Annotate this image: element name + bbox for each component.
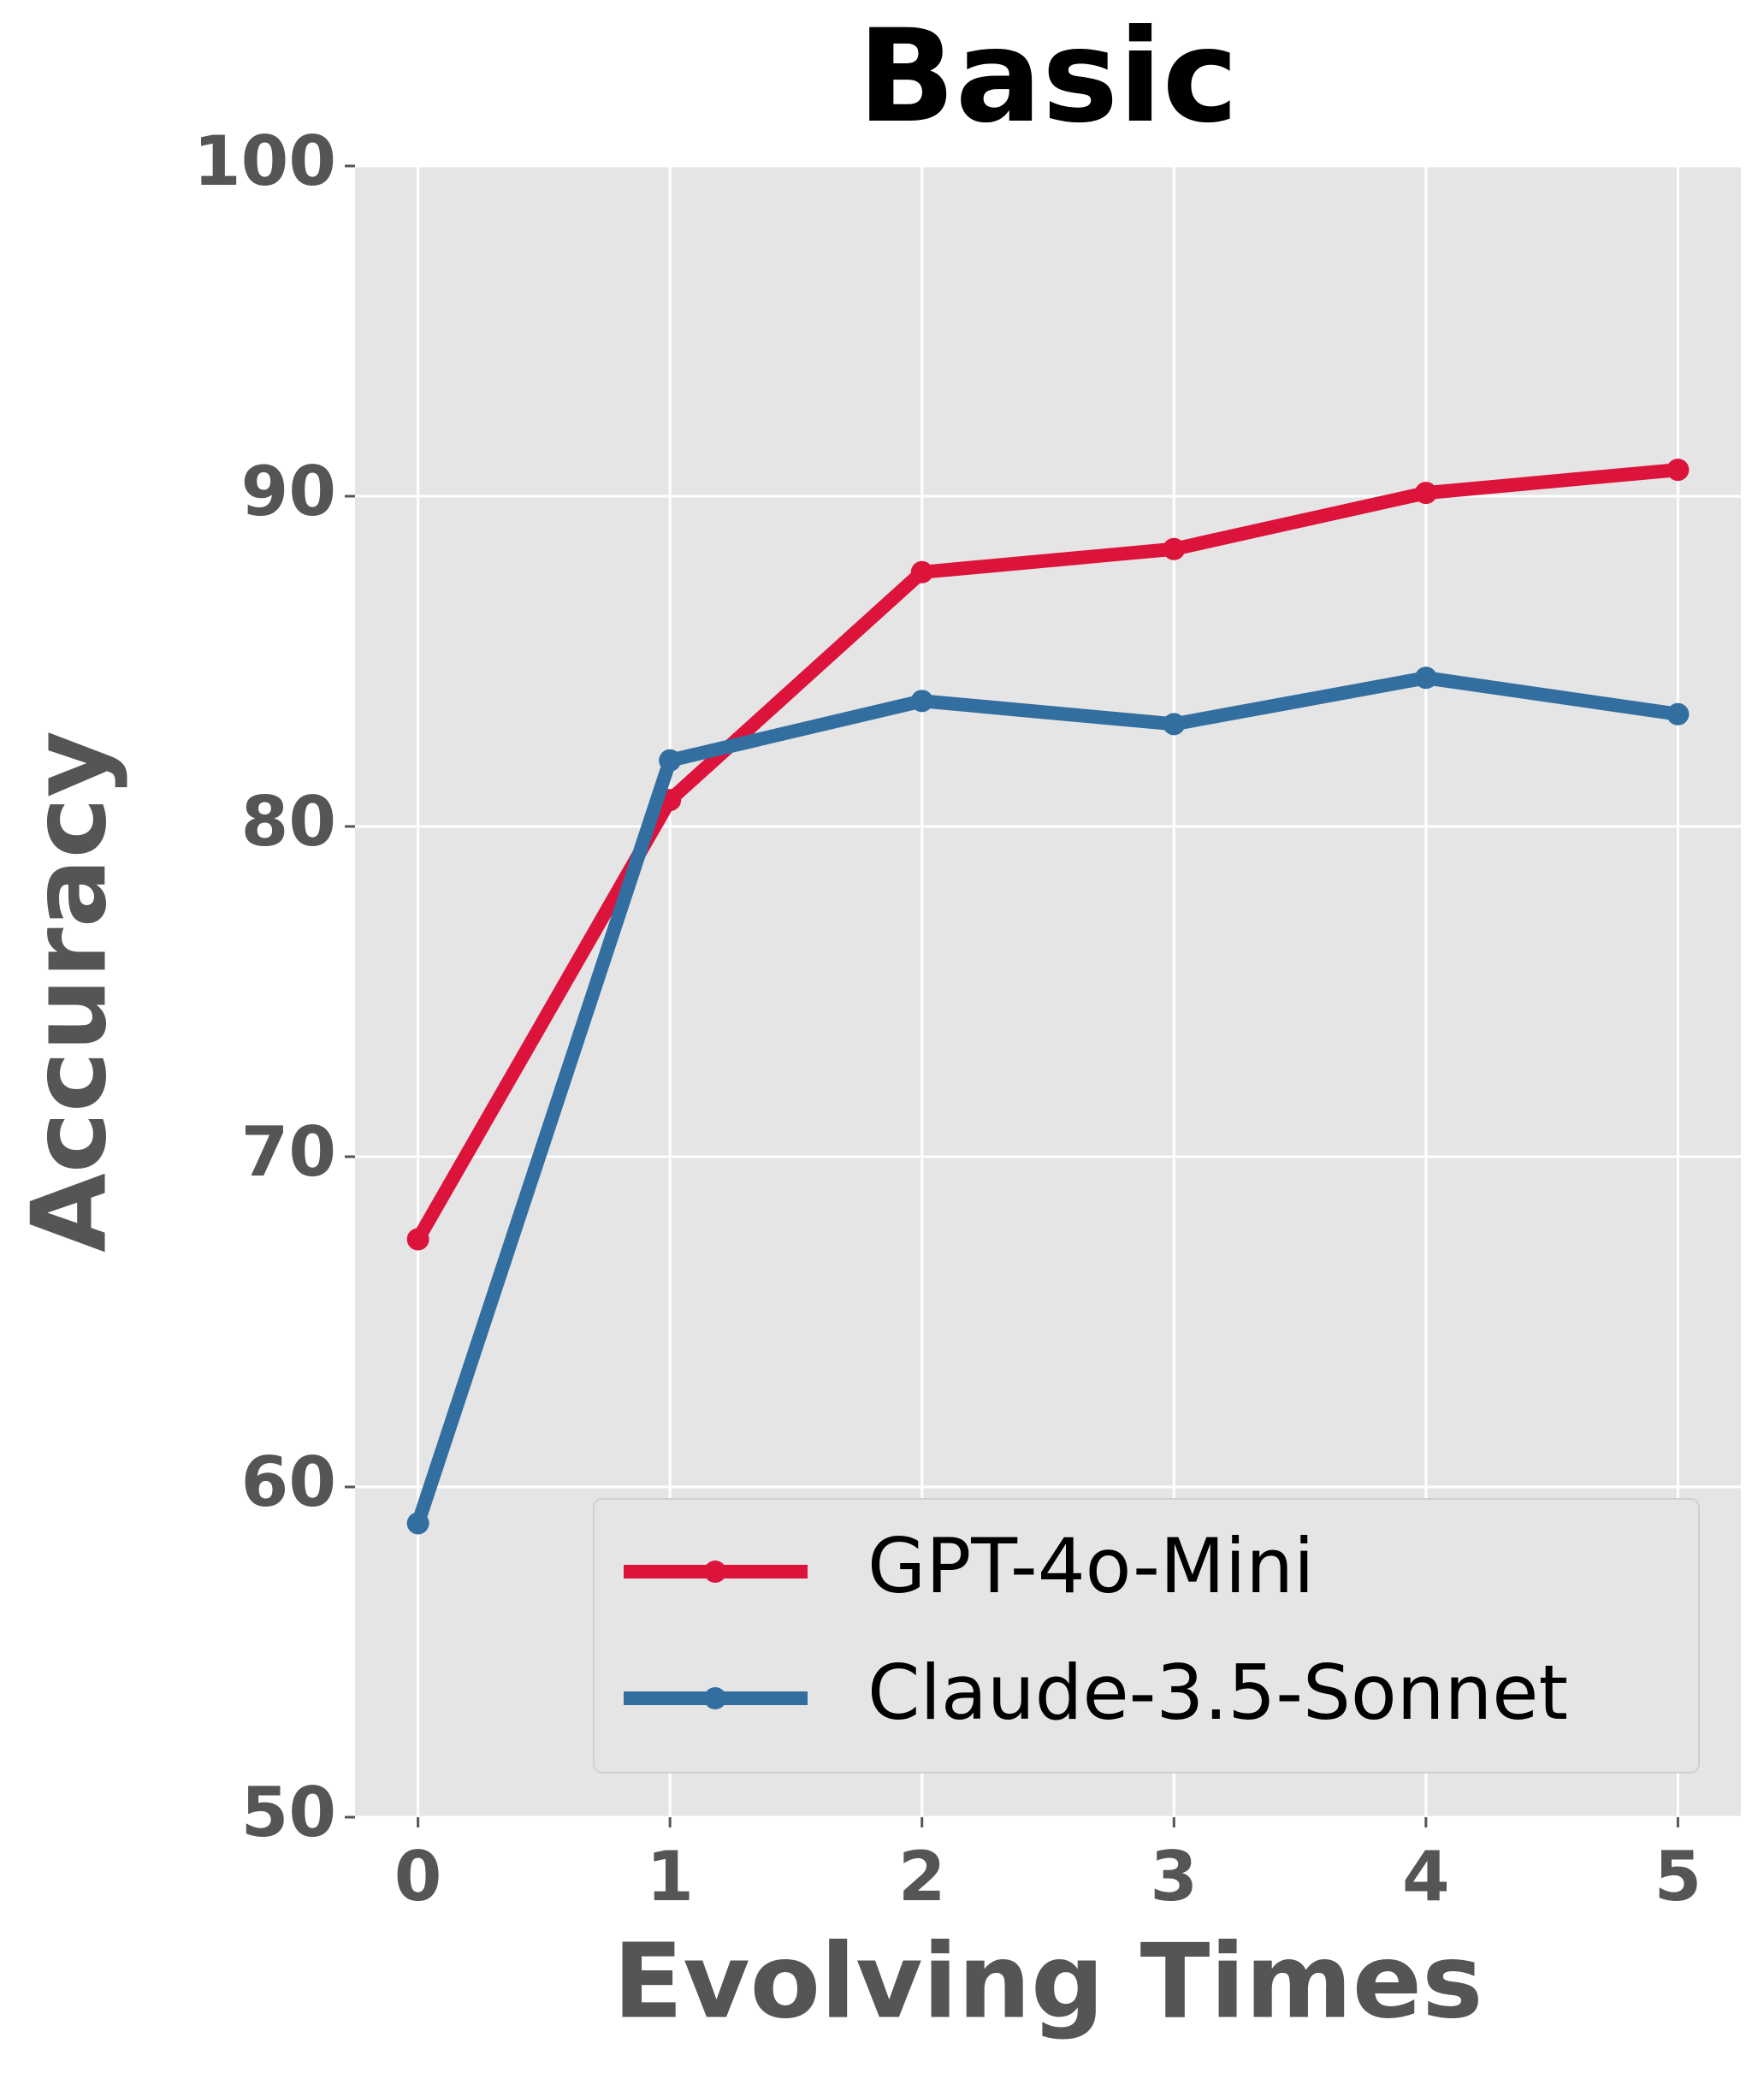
legend-marker [704, 1687, 726, 1709]
x-tick-label: 3 [1150, 1837, 1198, 1916]
series-line [411, 671, 1679, 1525]
y-tick-label: 80 [241, 782, 336, 862]
data-point [406, 1228, 429, 1251]
y-tick-label: 50 [241, 1773, 336, 1852]
y-axis-label: Accuracy [11, 731, 130, 1253]
x-tick-label: 5 [1654, 1837, 1702, 1916]
y-tick-label: 100 [193, 121, 336, 201]
legend-label: GPT-4o-Mini [867, 1522, 1315, 1610]
y-tick-label: 90 [241, 452, 336, 531]
data-point [1414, 482, 1437, 505]
data-point [1163, 537, 1186, 560]
x-tick-label: 0 [394, 1837, 442, 1916]
x-tick-label: 1 [646, 1837, 694, 1916]
x-axis-label: Evolving Times [613, 1923, 1483, 2042]
legend-label: Claude-3.5-Sonnet [867, 1649, 1568, 1737]
data-point [406, 1512, 429, 1535]
legend-marker [704, 1561, 726, 1583]
y-tick-label: 70 [241, 1112, 336, 1192]
data-point [910, 690, 933, 713]
data-point [1163, 713, 1186, 736]
data-point [1666, 702, 1690, 726]
legend: GPT-4o-Mini Claude-3.5-Sonnet [593, 1498, 1700, 1774]
legend-box [593, 1498, 1700, 1774]
y-tick-label: 60 [241, 1442, 336, 1522]
data-point [1666, 459, 1690, 482]
data-point [1414, 666, 1437, 690]
x-tick-label: 4 [1402, 1837, 1450, 1916]
data-point [659, 749, 682, 772]
x-tick-label: 2 [898, 1837, 946, 1916]
data-point [910, 560, 933, 583]
series-layer [406, 459, 1690, 1535]
chart-title: Basic [857, 3, 1238, 151]
